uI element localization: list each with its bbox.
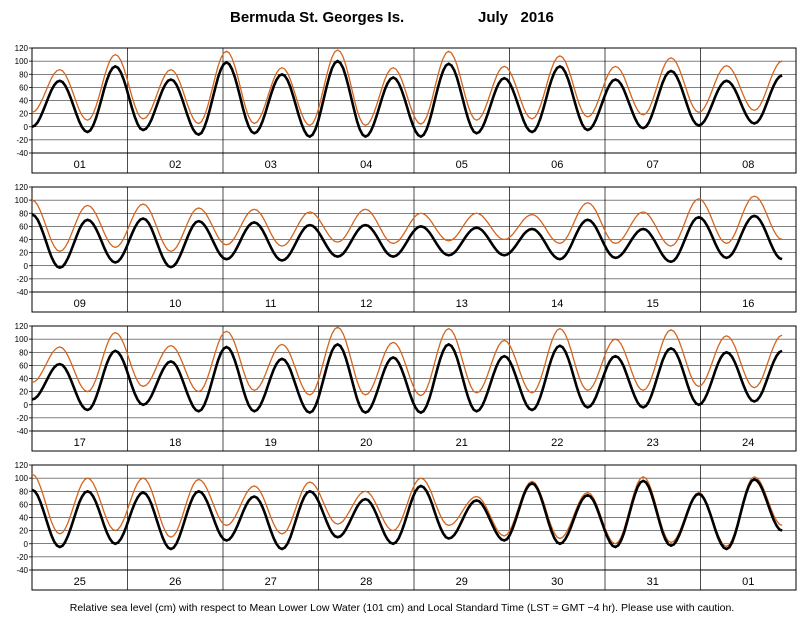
day-label: 03 — [265, 159, 277, 171]
y-tick-label: -20 — [16, 553, 28, 562]
day-label: 23 — [647, 437, 659, 449]
day-label: 09 — [74, 298, 86, 310]
day-label: 18 — [169, 437, 181, 449]
y-tick-label: 20 — [19, 249, 28, 258]
chart-title-period: July 2016 — [478, 9, 554, 26]
y-tick-label: 40 — [19, 236, 28, 245]
y-tick-label: 40 — [19, 375, 28, 384]
y-tick-label: 100 — [15, 335, 29, 344]
day-label: 29 — [456, 576, 468, 588]
day-label: 13 — [456, 298, 468, 310]
panel-frame — [31, 47, 797, 174]
y-tick-label: 120 — [15, 461, 29, 470]
day-label: 15 — [647, 298, 659, 310]
observed-series-line — [31, 49, 783, 127]
panel-2: -40 -20 0 20 40 60 80 100 120 09 10 11 12 13 14 15 16 — [15, 183, 797, 313]
day-label: 24 — [742, 437, 754, 449]
y-tick-label: 100 — [15, 196, 29, 205]
day-label: 10 — [169, 298, 181, 310]
day-label: 26 — [169, 576, 181, 588]
day-label: 01 — [742, 576, 754, 588]
y-tick-label: 80 — [19, 70, 28, 79]
panel-3: -40 -20 0 20 40 60 80 100 120 17 18 19 20 21 22 23 24 — [15, 322, 797, 452]
y-tick-label: 120 — [15, 322, 29, 331]
y-tick-label: 60 — [19, 222, 28, 231]
day-label: 25 — [74, 576, 86, 588]
y-tick-label: 60 — [19, 83, 28, 92]
day-label: 22 — [551, 437, 563, 449]
day-label: 17 — [74, 437, 86, 449]
chart-footnote: Relative sea level (cm) with respect to … — [70, 602, 735, 614]
observed-series-line — [31, 326, 783, 397]
panel-4: -40 -20 0 20 40 60 80 100 120 25 26 27 28 29 30 31 01 — [15, 461, 797, 591]
y-tick-label: 120 — [15, 44, 29, 53]
chart-title-station: Bermuda St. Georges Is. — [230, 9, 404, 26]
y-tick-label: 60 — [19, 500, 28, 509]
day-label: 06 — [551, 159, 563, 171]
y-tick-label: -20 — [16, 414, 28, 423]
y-tick-label: 80 — [19, 348, 28, 357]
day-label: 05 — [456, 159, 468, 171]
day-label: 20 — [360, 437, 372, 449]
y-tick-label: 0 — [24, 401, 29, 410]
y-tick-label: 120 — [15, 183, 29, 192]
y-tick-label: 20 — [19, 388, 28, 397]
y-tick-label: -40 — [16, 149, 28, 158]
y-tick-label: -20 — [16, 136, 28, 145]
panel-1: -40 -20 0 20 40 60 80 100 120 01 02 03 04 05 06 07 08 — [15, 44, 797, 174]
y-tick-label: 100 — [15, 57, 29, 66]
day-label: 19 — [265, 437, 277, 449]
day-label: 04 — [360, 159, 372, 171]
panel-frame — [31, 186, 797, 313]
y-tick-label: 0 — [24, 540, 29, 549]
y-tick-label: 20 — [19, 527, 28, 536]
y-tick-label: 0 — [24, 123, 29, 132]
predicted-series-line — [31, 213, 783, 270]
day-label: 31 — [647, 576, 659, 588]
y-tick-label: -40 — [16, 288, 28, 297]
y-tick-label: 0 — [24, 262, 29, 271]
panel-frame — [31, 464, 797, 591]
y-tick-label: 40 — [19, 514, 28, 523]
day-label: 02 — [169, 159, 181, 171]
day-label: 11 — [265, 298, 276, 310]
panel-frame — [31, 325, 797, 452]
observed-series-line — [31, 473, 783, 548]
y-tick-label: -40 — [16, 566, 28, 575]
day-label: 21 — [456, 437, 468, 449]
predicted-series-line — [31, 342, 783, 415]
observed-series-line — [31, 195, 783, 253]
y-tick-label: 100 — [15, 474, 29, 483]
day-label: 14 — [551, 298, 563, 310]
y-tick-label: -20 — [16, 275, 28, 284]
day-label: 01 — [74, 159, 86, 171]
day-label: 28 — [360, 576, 372, 588]
y-tick-label: -40 — [16, 427, 28, 436]
y-tick-label: 60 — [19, 361, 28, 370]
y-tick-label: 80 — [19, 209, 28, 218]
y-tick-label: 20 — [19, 110, 28, 119]
day-label: 12 — [360, 298, 372, 310]
day-label: 27 — [265, 576, 277, 588]
y-tick-label: 80 — [19, 487, 28, 496]
day-label: 30 — [551, 576, 563, 588]
day-label: 07 — [647, 159, 659, 171]
predicted-series-line — [31, 477, 783, 551]
day-label: 16 — [742, 298, 754, 310]
day-label: 08 — [742, 159, 754, 171]
predicted-series-line — [31, 59, 783, 139]
y-tick-label: 40 — [19, 97, 28, 106]
